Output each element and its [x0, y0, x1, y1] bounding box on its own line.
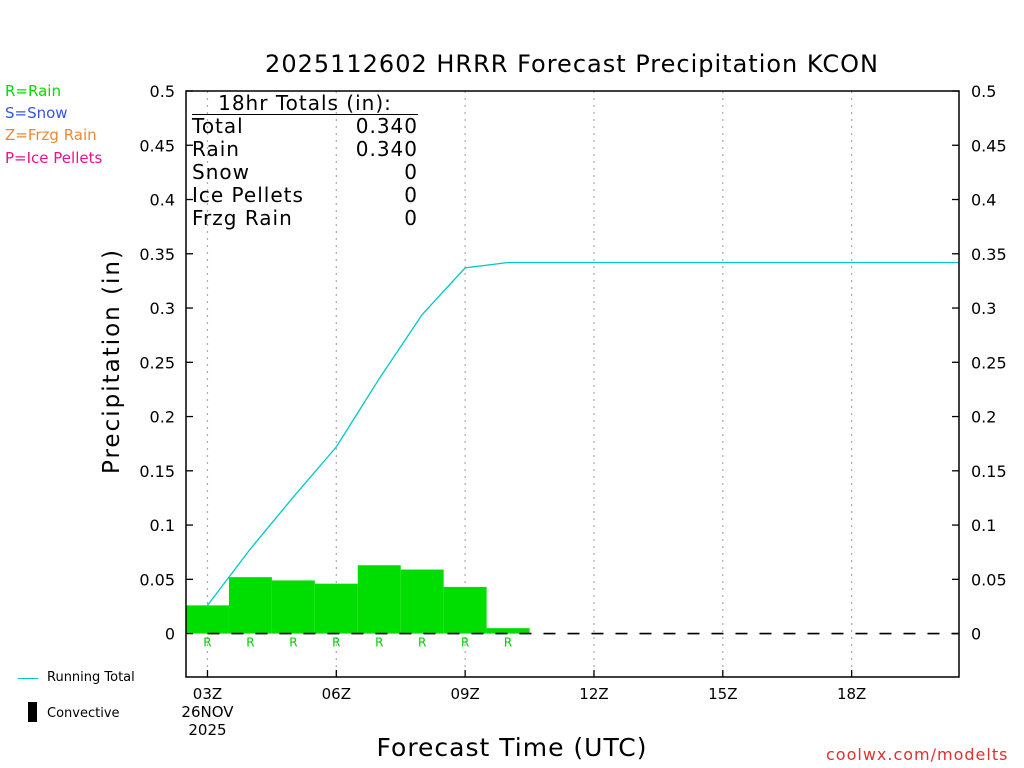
y-tick-label-right: 0.1	[971, 516, 996, 535]
precip-bar	[186, 605, 229, 634]
legend-freezing-rain: Z=Frzg Rain	[5, 126, 97, 144]
ptype-marker: R	[504, 636, 512, 650]
y-tick-label-right: 0.45	[971, 136, 1007, 155]
y-tick-label-right: 0.5	[971, 82, 996, 101]
y-axis-label: Precipitation (in)	[99, 248, 125, 474]
watermark-text: coolwx.com/modelts	[826, 745, 1009, 764]
y-tick-label-left: 0.4	[150, 191, 175, 210]
precip-bar	[271, 580, 315, 634]
totals-row-frzg-rain: Frzg Rain 0	[192, 207, 424, 230]
plot-frame	[185, 90, 960, 678]
totals-row-rain: Rain 0.340	[192, 138, 424, 161]
axes: 0 00.05 0.050.1 0.10.15 0.150.2 0.20.25 0.250.…	[139, 82, 1006, 739]
y-tick-label-left: 0.1	[150, 516, 175, 535]
convective-key-label: Convective	[47, 706, 120, 721]
y-tick-label-right: 0.05	[971, 570, 1007, 589]
precip-bars	[186, 565, 530, 634]
ptype-marker: R	[375, 636, 383, 650]
y-tick-label-left: 0.3	[150, 299, 175, 318]
totals-label: Total	[192, 114, 244, 138]
x-date-label: 2025	[188, 721, 226, 739]
precip-bar	[314, 583, 358, 634]
y-tick-label-left: 0.05	[139, 570, 175, 589]
totals-value: 0	[404, 183, 418, 207]
precip-bar	[486, 628, 530, 634]
running-total-line	[206, 261, 959, 606]
ptype-marker: R	[289, 636, 297, 650]
totals-value: 0	[404, 206, 418, 230]
y-tick-label-left: 0.2	[150, 408, 175, 427]
y-tick-label-right: 0.2	[971, 408, 996, 427]
chart-title: 2025112602 HRRR Forecast Precipitation K…	[265, 50, 879, 78]
totals-label: Snow	[192, 160, 250, 184]
x-tick-label: 18Z	[837, 685, 866, 703]
x-tick-label: 15Z	[708, 685, 737, 703]
legend-snow: S=Snow	[5, 104, 68, 122]
totals-label: Frzg Rain	[192, 206, 293, 230]
totals-box: 18hr Totals (in): Total 0.340 Rain 0.340…	[192, 92, 424, 230]
convective-key-swatch	[28, 702, 37, 722]
y-tick-label-left: 0.35	[139, 245, 175, 264]
y-tick-label-right: 0.35	[971, 245, 1007, 264]
ptype-marker: R	[246, 636, 254, 650]
y-tick-label-left: 0.15	[139, 462, 175, 481]
y-tick-label-right: 0.15	[971, 462, 1007, 481]
x-tick-label: 09Z	[450, 685, 479, 703]
x-tick-label: 03Z	[193, 685, 222, 703]
totals-row-snow: Snow 0	[192, 161, 424, 184]
totals-row-total: Total 0.340	[192, 115, 424, 138]
ptype-marker: R	[418, 636, 426, 650]
totals-label: Ice Pellets	[192, 183, 304, 207]
ptype-marker: R	[461, 636, 469, 650]
totals-value: 0.340	[355, 137, 418, 161]
x-date-label: 26NOV	[181, 703, 234, 721]
y-tick-label-right: 0	[971, 625, 981, 644]
running-total-series	[206, 261, 959, 606]
totals-row-ice-pellets: Ice Pellets 0	[192, 184, 424, 207]
precip-bar	[443, 586, 487, 634]
y-tick-label-left: 0.5	[150, 82, 175, 101]
totals-value: 0	[404, 160, 418, 184]
totals-header: 18hr Totals (in):	[192, 92, 418, 115]
y-tick-label-right: 0.3	[971, 299, 996, 318]
x-tick-label: 12Z	[579, 685, 608, 703]
legend-ice-pellets: P=Ice Pellets	[5, 149, 103, 167]
y-tick-label-left: 0	[165, 625, 175, 644]
totals-value: 0.340	[355, 114, 418, 138]
y-tick-label-right: 0.4	[971, 191, 996, 210]
x-axis-label: Forecast Time (UTC)	[376, 733, 648, 762]
y-tick-label-right: 0.25	[971, 353, 1007, 372]
precip-bar	[400, 569, 444, 634]
totals-label: Rain	[192, 137, 240, 161]
y-tick-label-left: 0.45	[139, 136, 175, 155]
legend-rain: R=Rain	[5, 82, 61, 100]
y-tick-label-left: 0.25	[139, 353, 175, 372]
ptype-marker: R	[203, 636, 211, 650]
running-total-key-swatch	[18, 678, 38, 679]
running-total-key-label: Running Total	[47, 670, 135, 685]
precip-bar	[357, 565, 401, 634]
x-tick-label: 06Z	[322, 685, 351, 703]
ptype-marker: R	[332, 636, 340, 650]
precip-bar	[228, 577, 272, 634]
